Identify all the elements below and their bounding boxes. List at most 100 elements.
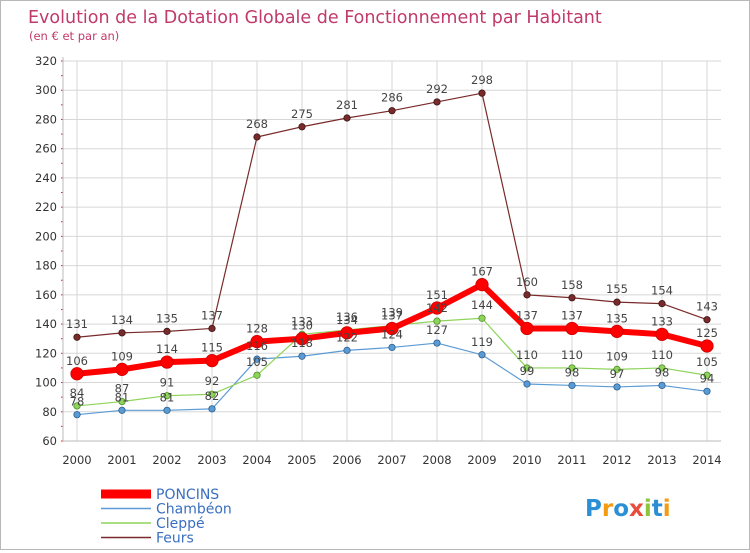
data-point-cleppe [478,314,486,322]
data-point-chambeon [613,383,621,391]
data-labels: 131 134 135 137 268 275 281 286 292 298 160 158 155 1… [66,73,718,409]
x-tick-label: 2010 [512,453,541,467]
data-label-cleppe: 84 [70,386,85,400]
chart-subtitle: (en € et par an) [29,29,119,43]
data-point-cleppe [613,365,621,373]
data-point-cleppe [433,317,441,325]
data-label-poncins: 137 [561,308,583,322]
proxiti-logo: Proxiti [585,496,671,522]
data-point-poncins [205,354,219,368]
data-point-chambeon [163,406,171,414]
data-point-cleppe [163,392,171,400]
x-tick-label: 2009 [467,453,496,467]
data-point-feurs [658,300,666,308]
data-point-chambeon [253,355,261,363]
legend-label-chambeon: Chambéon [156,502,232,518]
data-label-feurs: 137 [201,308,223,322]
x-tick-label: 2014 [692,453,721,467]
x-tick-label: 2003 [197,453,226,467]
data-label-cleppe: 105 [696,355,718,369]
data-label-poncins: 106 [66,354,88,368]
x-tick-label: 2004 [242,453,271,467]
data-label-chambeon: 99 [520,364,535,378]
data-point-cleppe [118,397,126,406]
axes: 60 80 100 120 140 160 180 200 220 240 260 280 300 320… [35,54,722,467]
grid [63,60,721,442]
data-point-chambeon [433,339,441,347]
data-point-poncins [385,321,399,336]
data-point-feurs [298,123,306,131]
data-point-poncins [655,327,669,341]
data-point-poncins [160,355,174,369]
data-label-poncins: 167 [471,265,493,279]
data-label-feurs: 131 [66,317,88,331]
data-label-poncins: 151 [426,288,448,302]
data-label-chambeon: 78 [70,395,85,409]
data-point-poncins [700,339,714,353]
legend-label-poncins: PONCINS [156,487,219,503]
y-tick-label: 180 [35,259,57,273]
data-label-cleppe: 109 [606,349,628,363]
data-point-cleppe [658,364,666,372]
data-label-chambeon: 119 [471,335,493,349]
x-tick-label: 2011 [557,453,586,467]
data-point-cleppe [73,402,81,410]
y-tick-label: 140 [35,317,57,331]
x-tick-label: 2006 [332,453,361,467]
data-label-chambeon: 118 [291,336,313,350]
data-point-chambeon [568,381,576,390]
data-point-poncins [430,301,444,315]
data-point-chambeon [298,352,306,360]
data-label-poncins: 134 [336,313,358,327]
data-point-feurs [568,294,576,302]
x-tick-label: 2002 [152,453,181,467]
data-label-chambeon: 98 [655,365,670,379]
data-point-cleppe [568,364,576,372]
y-tick-label: 320 [35,54,57,68]
data-label-cleppe: 110 [561,348,583,362]
data-point-cleppe [703,371,711,379]
data-label-cleppe: 133 [291,314,313,328]
data-label-chambeon: 82 [205,389,220,403]
data-label-feurs: 160 [516,275,538,289]
y-tick-label: 220 [35,200,57,214]
x-tick-label: 2008 [422,453,451,467]
data-label-feurs: 143 [696,300,718,314]
data-point-poncins [340,326,354,340]
data-label-poncins: 125 [696,326,718,340]
data-label-feurs: 286 [381,91,403,105]
data-label-feurs: 135 [156,311,178,325]
x-tick-label: 2000 [62,453,91,467]
data-point-poncins [565,321,579,336]
data-label-feurs: 154 [651,284,673,298]
data-label-poncins: 135 [606,311,628,325]
data-label-chambeon: 81 [160,390,175,404]
x-tick-label: 2005 [287,453,316,467]
data-point-chambeon [73,411,81,419]
data-point-feurs [613,298,621,306]
data-label-cleppe: 142 [426,301,448,315]
data-label-chambeon: 127 [426,323,448,337]
y-tick-label: 240 [35,171,57,185]
data-label-cleppe: 105 [246,355,268,369]
data-point-chambeon [478,351,486,359]
data-point-chambeon [343,346,351,354]
data-point-feurs [208,324,216,333]
data-label-poncins: 137 [381,308,403,322]
data-point-poncins [475,278,489,292]
data-label-chambeon: 122 [336,330,358,344]
data-label-poncins: 130 [291,319,313,333]
y-tick-label: 280 [35,112,57,126]
data-label-chambeon: 94 [700,371,715,385]
data-point-chambeon [118,406,126,414]
data-label-cleppe: 110 [516,348,538,362]
data-label-cleppe: 87 [115,382,130,396]
data-label-chambeon: 97 [610,367,625,381]
data-label-poncins: 114 [156,342,178,356]
data-point-chambeon [208,405,216,413]
data-point-feurs [478,89,486,97]
data-label-feurs: 281 [336,98,358,112]
y-tick-label: 100 [35,376,57,390]
